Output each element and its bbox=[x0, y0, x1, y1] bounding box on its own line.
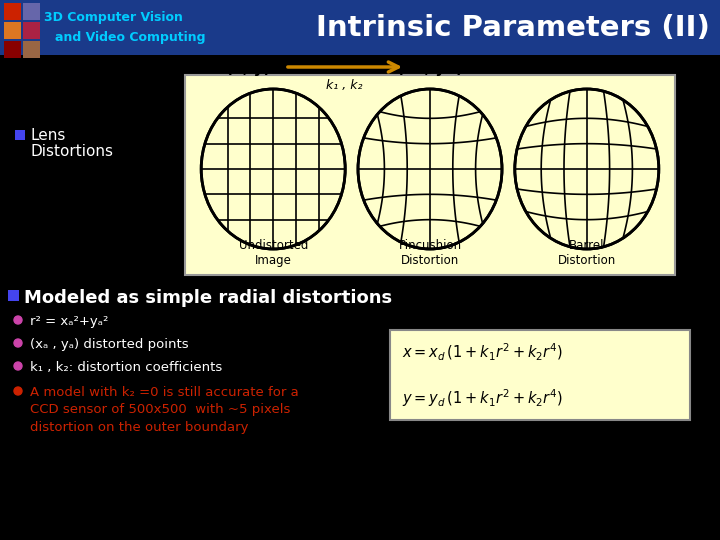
Text: k₁ , k₂: distortion coefficients: k₁ , k₂: distortion coefficients bbox=[30, 361, 222, 374]
Text: and Video Computing: and Video Computing bbox=[55, 30, 205, 44]
Text: A model with k₂ =0 is still accurate for a
CCD sensor of 500x500  with ~5 pixels: A model with k₂ =0 is still accurate for… bbox=[30, 386, 299, 434]
Bar bbox=[8, 290, 19, 301]
Text: k₁ , k₂: k₁ , k₂ bbox=[325, 79, 362, 92]
Circle shape bbox=[14, 362, 22, 370]
Text: Distortions: Distortions bbox=[30, 144, 113, 159]
Ellipse shape bbox=[201, 89, 345, 249]
Bar bbox=[23, 22, 40, 39]
Text: Intrinsic Parameters (II): Intrinsic Parameters (II) bbox=[316, 14, 710, 42]
Circle shape bbox=[14, 316, 22, 324]
Bar bbox=[23, 41, 40, 58]
Bar bbox=[23, 3, 40, 20]
Bar bbox=[390, 330, 690, 420]
Circle shape bbox=[14, 387, 22, 395]
Text: (xₐ , yₐ) distorted points: (xₐ , yₐ) distorted points bbox=[30, 338, 189, 351]
Bar bbox=[15, 130, 25, 140]
Bar bbox=[185, 75, 675, 275]
Bar bbox=[4, 41, 21, 58]
Text: r² = xₐ²+yₐ²: r² = xₐ²+yₐ² bbox=[30, 315, 109, 328]
Ellipse shape bbox=[515, 89, 659, 249]
Ellipse shape bbox=[358, 89, 502, 249]
Text: (x, y): (x, y) bbox=[226, 60, 270, 76]
Text: Undistorted
Image: Undistorted Image bbox=[238, 239, 308, 267]
Text: 3D Computer Vision: 3D Computer Vision bbox=[44, 11, 183, 24]
Text: (xd, yd): (xd, yd) bbox=[397, 60, 463, 76]
Text: $x = x_d\,(1 + k_1 r^2 + k_2 r^4)$: $x = x_d\,(1 + k_1 r^2 + k_2 r^4)$ bbox=[402, 341, 563, 362]
Text: $y = y_d\,(1 + k_1 r^2 + k_2 r^4)$: $y = y_d\,(1 + k_1 r^2 + k_2 r^4)$ bbox=[402, 387, 563, 409]
Bar bbox=[0, 0, 720, 55]
Bar bbox=[4, 3, 21, 20]
Text: Pincushion
Distortion: Pincushion Distortion bbox=[398, 239, 462, 267]
Text: Modeled as simple radial distortions: Modeled as simple radial distortions bbox=[24, 289, 392, 307]
Bar bbox=[4, 22, 21, 39]
Text: Lens: Lens bbox=[30, 128, 66, 143]
Text: Barrel
Distortion: Barrel Distortion bbox=[558, 239, 616, 267]
Circle shape bbox=[14, 339, 22, 347]
